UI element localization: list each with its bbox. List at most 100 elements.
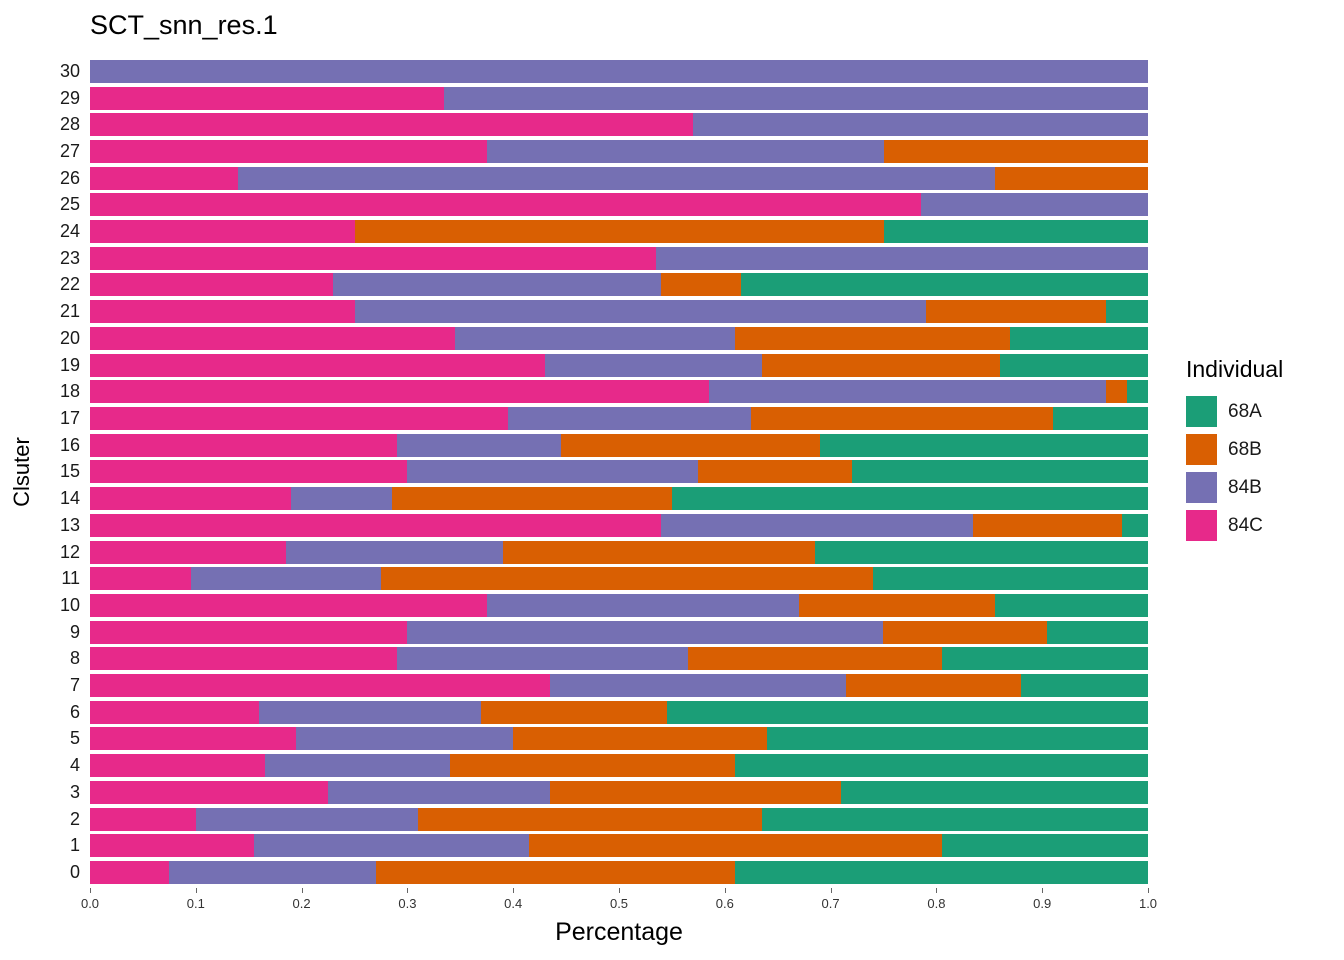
bar-segment-68A — [994, 593, 1148, 617]
bar-segment-84B — [253, 834, 530, 858]
y-tick-label: 6 — [69, 701, 80, 722]
x-tick-label: 0.5 — [609, 896, 629, 911]
y-tick-label: 19 — [59, 354, 80, 375]
bar-segment-84C — [90, 353, 545, 377]
bar-segment-68A — [1021, 674, 1148, 698]
bar-segment-68B — [735, 326, 1011, 350]
bar-segment-68B — [529, 834, 942, 858]
bar-segment-84B — [190, 567, 381, 591]
legend-swatch-68A — [1186, 396, 1217, 427]
bar-track — [90, 273, 1148, 297]
bar-segment-84B — [90, 59, 1148, 83]
bar-row: 2 — [46, 806, 1148, 833]
y-tick-label: 7 — [69, 675, 80, 696]
bar-segment-84B — [708, 380, 1106, 404]
bar-segment-84B — [333, 273, 662, 297]
bar-segment-68A — [761, 807, 1148, 831]
legend-entry: 84C — [1186, 510, 1283, 541]
bar-track — [90, 59, 1148, 83]
bar-segment-84B — [396, 433, 561, 457]
y-tick-label: 8 — [69, 648, 80, 669]
bar-segment-84C — [90, 860, 170, 884]
bar-segment-84C — [90, 273, 334, 297]
x-tick-label: 0.7 — [821, 896, 840, 911]
bar-segment-84B — [407, 460, 699, 484]
bar-row: 15 — [46, 459, 1148, 486]
legend-swatch-68B — [1186, 434, 1217, 465]
x-tickmark — [936, 888, 938, 893]
bar-segment-84B — [296, 727, 514, 751]
x-axis-tickmarks — [90, 888, 1149, 894]
bar-segment-84B — [195, 807, 418, 831]
legend-entry: 68B — [1186, 434, 1283, 465]
legend-label: 84C — [1228, 514, 1263, 536]
y-tick-label: 10 — [59, 594, 80, 615]
bar-segment-68A — [941, 834, 1148, 858]
y-tick-label: 5 — [69, 728, 80, 749]
bar-track — [90, 567, 1148, 591]
bar-segment-68B — [354, 220, 884, 244]
legend-entry: 68A — [1186, 396, 1283, 427]
y-tick-label: 30 — [59, 60, 80, 81]
bar-segment-68A — [872, 567, 1148, 591]
bar-track — [90, 727, 1148, 751]
legend-label: 68A — [1228, 400, 1262, 422]
bar-segment-84B — [285, 540, 503, 564]
bar-segment-84B — [264, 754, 450, 778]
bar-row: 3 — [46, 779, 1148, 806]
bar-segment-84B — [238, 166, 995, 190]
bar-track — [90, 246, 1148, 270]
bar-segment-84C — [90, 193, 921, 217]
bar-segment-68B — [994, 166, 1148, 190]
x-tickmark — [724, 888, 726, 893]
bar-row: 20 — [46, 325, 1148, 352]
bar-track — [90, 326, 1148, 350]
x-tickmark — [301, 888, 303, 893]
y-tick-label: 20 — [59, 327, 80, 348]
x-tick-label: 0.9 — [1033, 896, 1052, 911]
bar-segment-84C — [90, 406, 508, 430]
bar-segment-68A — [767, 727, 1148, 751]
bar-segment-84C — [90, 620, 408, 644]
bar-row: 10 — [46, 592, 1148, 619]
bar-segment-68B — [380, 567, 873, 591]
bar-segment-68B — [375, 860, 736, 884]
bar-segment-68B — [391, 487, 672, 511]
bar-track — [90, 300, 1148, 324]
bar-segment-84C — [90, 674, 551, 698]
bar-segment-84C — [90, 700, 260, 724]
bar-segment-68A — [1010, 326, 1148, 350]
bar-segment-68A — [1126, 380, 1148, 404]
y-tick-label: 1 — [69, 835, 80, 856]
x-axis-tick-labels: 0.0 0.1 0.2 0.3 0.4 0.5 0.6 0.7 0.8 0.9 1.0 — [81, 896, 1157, 914]
bar-segment-68B — [798, 593, 995, 617]
x-tick-label: 0.4 — [504, 896, 523, 911]
bar-segment-84C — [90, 220, 355, 244]
y-tick-label: 13 — [59, 514, 80, 535]
bar-row: 12 — [46, 539, 1148, 566]
y-tick-label: 16 — [59, 434, 80, 455]
bar-segment-68B — [698, 460, 852, 484]
bar-segment-84C — [90, 593, 487, 617]
bar-track — [90, 406, 1148, 430]
bar-track — [90, 647, 1148, 671]
bar-row: 16 — [46, 432, 1148, 459]
y-tick-label: 4 — [69, 755, 80, 776]
bar-segment-84C — [90, 113, 694, 137]
bar-track — [90, 487, 1148, 511]
bar-track — [90, 540, 1148, 564]
bar-row: 17 — [46, 405, 1148, 432]
y-tick-label: 28 — [59, 114, 80, 135]
bar-segment-68B — [973, 513, 1122, 537]
bar-segment-68A — [671, 487, 1148, 511]
bar-segment-84B — [455, 326, 736, 350]
bar-row: 14 — [46, 485, 1148, 512]
bar-segment-84B — [507, 406, 752, 430]
bar-segment-68B — [417, 807, 762, 831]
y-tick-label: 24 — [59, 221, 80, 242]
bar-segment-68B — [560, 433, 820, 457]
bar-segment-68A — [851, 460, 1148, 484]
bar-track — [90, 860, 1148, 884]
bar-segment-84C — [90, 780, 329, 804]
